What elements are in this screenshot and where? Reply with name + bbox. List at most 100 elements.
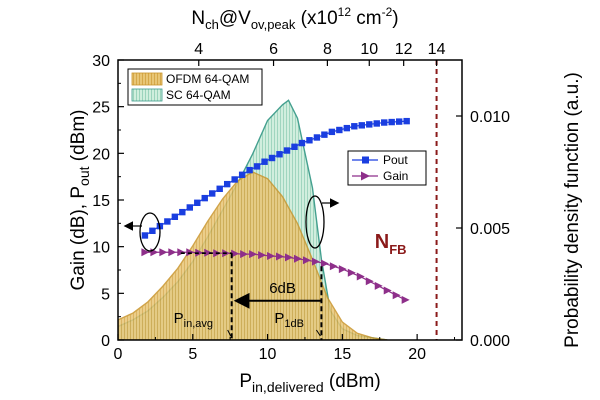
y-tick-label: 25 bbox=[92, 100, 110, 117]
pout-marker bbox=[328, 128, 336, 136]
gain-marker bbox=[195, 248, 204, 257]
gain-marker bbox=[258, 251, 267, 260]
x-axis-title-tail: (dBm) bbox=[324, 371, 381, 392]
gain-marker bbox=[329, 262, 338, 271]
y-tick-label: 15 bbox=[92, 193, 110, 210]
top-tick-label: 12 bbox=[395, 41, 413, 58]
p-1db-sub: 1dB bbox=[284, 318, 304, 330]
pout-marker bbox=[366, 121, 373, 128]
x-axis-title-sub: in,delivered bbox=[252, 379, 324, 395]
x-axis-title-main: P bbox=[239, 371, 252, 392]
top-axis-title-sup: 12 bbox=[338, 5, 352, 19]
gain-marker bbox=[347, 268, 356, 277]
gain-marker bbox=[356, 272, 365, 281]
nfb-label-sub: FB bbox=[389, 242, 406, 257]
top-axis-title-sub1: ch bbox=[205, 17, 219, 32]
y-tick-label: 20 bbox=[92, 146, 110, 163]
top-axis-title-p5: ) bbox=[392, 8, 398, 29]
y-tick-label: 5 bbox=[101, 286, 110, 303]
gain-marker bbox=[338, 265, 347, 274]
gain-marker bbox=[141, 248, 150, 257]
x-axis-title: Pin,delivered (dBm) bbox=[239, 371, 380, 395]
pout-marker bbox=[179, 208, 186, 216]
pout-marker bbox=[246, 166, 253, 174]
pout-marker bbox=[298, 139, 306, 147]
pout-marker bbox=[388, 118, 395, 126]
y-tick-label: 10 bbox=[92, 240, 110, 257]
right-tick-label: 0.005 bbox=[470, 221, 510, 238]
pout-marker bbox=[223, 180, 231, 188]
right-axis-ellipse bbox=[305, 195, 325, 249]
p-in-avg-label: Pin,avg bbox=[174, 310, 213, 330]
gain-marker bbox=[374, 281, 383, 290]
pout-marker bbox=[313, 134, 321, 141]
y-tick-label: 0 bbox=[101, 333, 110, 350]
legend-sc-label: SC 64-QAM bbox=[166, 88, 231, 102]
pout-marker bbox=[276, 151, 283, 158]
pout-marker bbox=[231, 176, 238, 183]
pout-marker bbox=[291, 143, 298, 150]
pout-marker bbox=[141, 232, 149, 239]
top-axis-title-sup2: -2 bbox=[382, 5, 393, 19]
six-db-label: 6dB bbox=[269, 280, 296, 297]
y-tick-label: 30 bbox=[92, 53, 110, 70]
pout-marker bbox=[261, 158, 268, 165]
pout-marker bbox=[358, 122, 365, 129]
top-axis-title-p4: cm bbox=[351, 8, 382, 29]
gain-marker bbox=[249, 250, 258, 259]
plot-layer bbox=[118, 99, 410, 340]
y-axis-title-tail: (dBm) bbox=[68, 109, 89, 166]
pout-marker bbox=[403, 117, 410, 125]
nfb-label-main: N bbox=[375, 231, 389, 253]
top-axis-title-p1: N bbox=[191, 8, 205, 29]
right-tick-label: 0.000 bbox=[470, 333, 510, 350]
gain-marker bbox=[365, 277, 374, 286]
gain-marker bbox=[231, 249, 240, 258]
pout-marker bbox=[216, 185, 223, 192]
pout-marker bbox=[343, 124, 351, 132]
p-in-avg-main: P bbox=[174, 310, 184, 327]
legend-sc-swatch bbox=[131, 88, 163, 102]
legend-gain-marker bbox=[361, 171, 370, 181]
pout-marker bbox=[283, 147, 291, 154]
top-tick-label: 8 bbox=[323, 41, 332, 58]
pout-marker bbox=[351, 123, 358, 130]
pout-marker bbox=[306, 137, 313, 144]
top-tick-label: 6 bbox=[269, 41, 278, 58]
legend-ofdm-swatch bbox=[131, 72, 163, 86]
p-in-avg-sub: in,avg bbox=[184, 318, 213, 330]
pout-marker bbox=[201, 194, 208, 202]
p-in-avg-pointer bbox=[227, 329, 232, 337]
gain-marker bbox=[168, 248, 177, 257]
pout-marker bbox=[268, 154, 276, 162]
gain-marker bbox=[293, 254, 302, 263]
top-tick-label: 10 bbox=[360, 41, 378, 58]
gain-marker bbox=[285, 253, 294, 262]
top-tick-label: 4 bbox=[194, 41, 203, 58]
top-axis-title-p2: @V bbox=[219, 8, 251, 29]
p-1db-pointer bbox=[315, 329, 321, 337]
legend-pout-label: Pout bbox=[383, 153, 408, 167]
gain-marker bbox=[320, 259, 329, 268]
pout-marker bbox=[164, 218, 171, 225]
pout-marker bbox=[336, 126, 343, 134]
top-tick-label: 14 bbox=[428, 41, 446, 58]
pout-marker bbox=[149, 227, 156, 234]
gain-marker bbox=[302, 256, 311, 265]
nfb-label: NFB bbox=[375, 231, 407, 257]
gain-marker bbox=[204, 248, 213, 257]
x-tick-label: 10 bbox=[259, 346, 277, 363]
legend-gain-label: Gain bbox=[383, 169, 408, 183]
gain-marker bbox=[392, 291, 401, 300]
gain-marker bbox=[276, 252, 285, 261]
pout-marker bbox=[186, 204, 193, 211]
x-tick-label: 0 bbox=[114, 346, 123, 363]
pout-marker bbox=[373, 120, 380, 127]
right-axis-title: Probability density function (a.u.) bbox=[562, 72, 583, 348]
top-axis-title-sub2: ov,peak bbox=[251, 17, 296, 32]
x-tick-label: 20 bbox=[408, 346, 426, 363]
y-axis-title-sub: out bbox=[76, 166, 92, 186]
